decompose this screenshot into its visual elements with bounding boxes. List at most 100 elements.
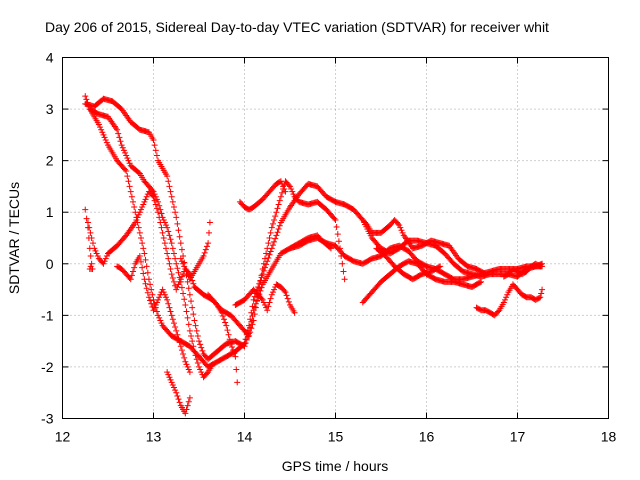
data-point [251,293,258,300]
data-point [177,343,184,350]
data-point [178,347,185,354]
data-point [155,198,162,205]
data-point [170,204,177,211]
data-point [169,245,176,252]
data-point [230,347,237,354]
series-track-17 [500,260,544,280]
data-point [170,384,177,391]
data-point [103,253,110,260]
data-point [266,251,273,258]
x-tick-labels: 12 13 14 15 16 17 18 [55,429,617,445]
data-point [290,191,297,198]
data-point [175,396,182,403]
data-point [158,224,165,231]
data-point [167,308,174,315]
series-track-6 [114,253,193,376]
data-point [172,387,179,394]
data-point [159,286,166,293]
data-point [227,340,234,347]
data-point [495,308,502,315]
data-point [203,370,210,377]
data-point [327,245,334,252]
data-point [504,291,511,298]
data-point [83,215,90,222]
data-point [436,264,443,271]
data-point [150,137,157,144]
data-point [152,302,159,309]
data-point [241,340,248,347]
y-tick-label: 2 [46,153,54,169]
data-point [163,222,170,229]
data-point [169,316,176,323]
data-point [89,265,96,272]
data-point [168,379,175,386]
data-point [163,245,170,252]
data-point [156,202,163,209]
data-point [164,250,171,257]
data-point [285,298,292,305]
data-point [141,198,148,205]
data-point [92,247,99,254]
data-point [173,286,180,293]
data-point [169,274,176,281]
data-point [176,339,183,346]
data-point [275,225,282,232]
data-point [341,276,348,283]
data-point [136,253,143,260]
data-point [191,317,198,324]
data-point [165,255,172,262]
data-point [261,302,268,309]
data-point [269,289,276,296]
data-point [173,327,180,334]
data-point [166,183,173,190]
data-point [202,246,209,253]
data-point [89,240,96,247]
y-tick-label: 1 [46,204,54,220]
data-point [259,271,266,278]
x-tick-label: 13 [146,429,162,445]
data-point [332,216,339,223]
data-point [120,147,127,154]
data-point [201,249,208,256]
data-point [500,299,507,306]
data-point [213,300,220,307]
grid [62,57,609,419]
data-point [228,343,235,350]
data-point [153,196,160,203]
data-point [536,262,543,269]
data-point [285,182,292,189]
data-point [95,121,102,128]
data-point [87,253,94,260]
data-point [176,399,183,406]
data-point [85,235,92,241]
data-point [173,260,180,267]
axis-ticks [62,57,609,419]
data-point [139,264,146,271]
data-point [226,336,233,343]
data-point [240,341,247,348]
data-point [192,322,199,329]
data-point [130,198,137,205]
data-point [103,139,110,146]
data-point [175,335,182,342]
series-track-11 [236,178,289,213]
data-point [186,394,193,401]
data-point [265,303,272,310]
data-point [260,260,267,267]
data-point [159,229,166,236]
data-point [281,186,288,193]
data-point [170,278,177,285]
data-point [168,240,175,247]
data-point [194,332,201,339]
data-point [478,278,485,285]
data-point [224,327,231,334]
data-point [168,312,175,319]
data-point [82,93,89,100]
data-point [193,327,200,334]
data-point [275,201,282,208]
x-axis-label: GPS time / hours [282,458,389,474]
data-point [247,329,254,336]
data-point [258,295,265,302]
y-tick-label: 0 [46,256,54,272]
y-tick-labels: -3 -2 -1 0 1 2 3 4 [41,50,54,427]
